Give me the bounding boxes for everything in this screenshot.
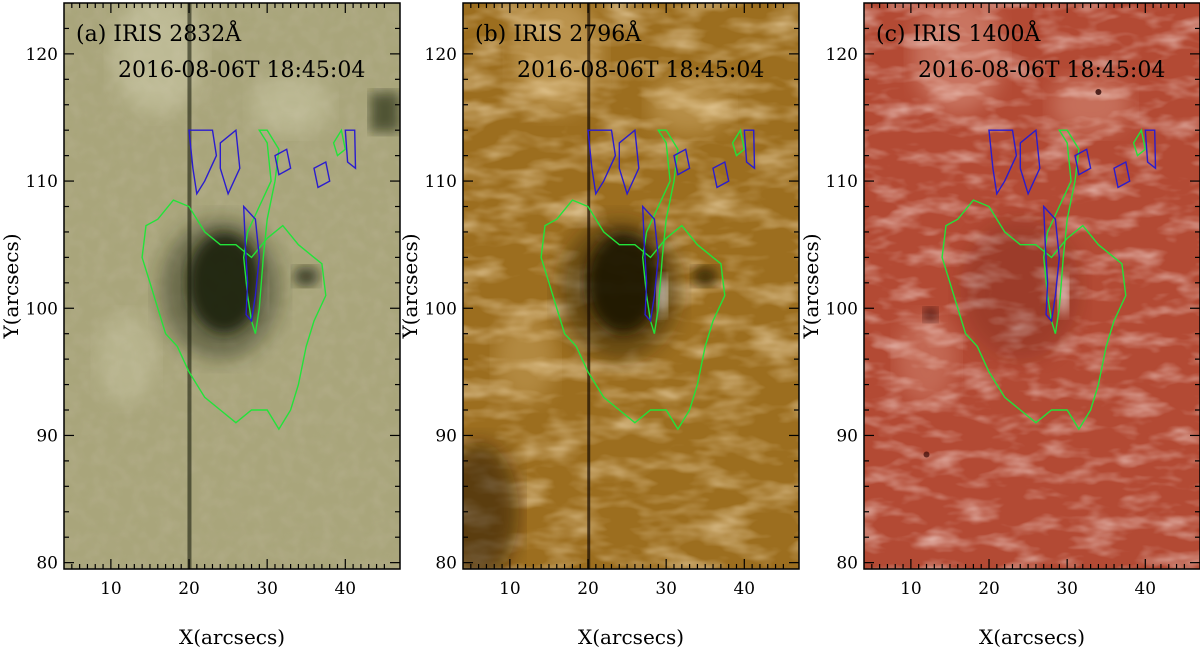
panel-a: 10 20 30 40 80 90 100 110 120 X(arcsecs) Y(arcsecs… <box>0 2 401 649</box>
blue-contour <box>1019 128 1041 196</box>
green-contour <box>332 128 347 157</box>
blue-contour <box>344 129 357 170</box>
y-tick-label: 120 <box>26 45 58 65</box>
y-tick-label: 90 <box>435 426 457 446</box>
x-tick-label: 20 <box>577 579 599 599</box>
panel-title: (c) IRIS 1400Å <box>876 19 1041 47</box>
y-tick-label: 80 <box>435 554 457 574</box>
x-tick-label: 40 <box>334 579 356 599</box>
x-axis-label: X(arcsecs) <box>979 625 1085 649</box>
y-axis-label: Y(arcsecs) <box>398 233 422 339</box>
panel-title: (b) IRIS 2796Å <box>475 19 642 47</box>
blue-contour <box>1113 160 1131 189</box>
blue-contour <box>1042 204 1061 323</box>
blue-contour <box>1074 148 1092 176</box>
panel-timestamp: 2016-08-06T 18:45:04 <box>517 58 764 83</box>
x-axis-label: X(arcsecs) <box>578 625 684 649</box>
panel-b: 10 20 30 40 80 90 100 110 120 X(arcsecs) Y(arcsecs… <box>398 2 800 649</box>
y-tick-label: 100 <box>826 299 858 319</box>
blue-contour <box>618 128 640 196</box>
x-tick-label: 10 <box>900 579 922 599</box>
blue-contour <box>988 129 1018 196</box>
blue-contour <box>242 204 261 323</box>
blue-contour <box>587 129 617 196</box>
x-tick-label: 40 <box>733 579 755 599</box>
blue-contour <box>641 204 660 323</box>
x-tick-label: 10 <box>499 579 521 599</box>
blue-contour <box>1144 129 1157 170</box>
solar-image-c <box>864 3 1200 569</box>
x-tick-label: 20 <box>978 579 1000 599</box>
y-tick-label: 90 <box>836 426 858 446</box>
y-tick-label: 80 <box>836 554 858 574</box>
panel-timestamp: 2016-08-06T 18:45:04 <box>118 58 365 83</box>
plot-frame <box>863 2 1200 570</box>
blue-contour <box>219 128 241 196</box>
y-tick-label: 110 <box>425 172 457 192</box>
x-tick-label: 20 <box>178 579 200 599</box>
y-tick-label: 110 <box>26 172 58 192</box>
green-contour <box>540 199 726 431</box>
x-tick-label: 10 <box>100 579 122 599</box>
panel-title: (a) IRIS 2832Å <box>76 19 242 47</box>
y-tick-label: 100 <box>425 299 457 319</box>
plot-frame <box>462 2 800 570</box>
green-contour <box>731 128 746 157</box>
blue-contour <box>274 148 292 176</box>
blue-contour <box>712 160 730 189</box>
y-axis-label: Y(arcsecs) <box>0 233 23 339</box>
green-contour <box>941 199 1127 431</box>
panel-timestamp: 2016-08-06T 18:45:04 <box>918 58 1165 83</box>
green-contour <box>141 199 327 431</box>
green-contour <box>1132 128 1147 157</box>
plot-frame <box>63 2 401 570</box>
blue-contour <box>743 129 756 170</box>
blue-contour <box>673 148 691 176</box>
blue-contour <box>188 129 218 196</box>
panel-c: 10 20 30 40 80 90 100 110 120 X(arcsecs) Y(arcsecs… <box>799 2 1200 649</box>
contours-a <box>141 128 357 431</box>
solar-image-a <box>64 3 400 569</box>
y-tick-label: 90 <box>36 426 58 446</box>
x-tick-label: 40 <box>1134 579 1156 599</box>
y-tick-label: 120 <box>826 45 858 65</box>
contours-c <box>941 128 1157 431</box>
y-axis-label: Y(arcsecs) <box>799 233 823 339</box>
blue-contour <box>313 160 331 189</box>
y-tick-label: 80 <box>36 554 58 574</box>
solar-image-b <box>463 3 799 569</box>
y-tick-label: 110 <box>826 172 858 192</box>
y-tick-label: 120 <box>425 45 457 65</box>
contours-b <box>540 128 756 431</box>
y-tick-label: 100 <box>26 299 58 319</box>
x-tick-label: 30 <box>655 579 677 599</box>
x-tick-label: 30 <box>256 579 278 599</box>
x-tick-label: 30 <box>1056 579 1078 599</box>
x-axis-label: X(arcsecs) <box>179 625 285 649</box>
